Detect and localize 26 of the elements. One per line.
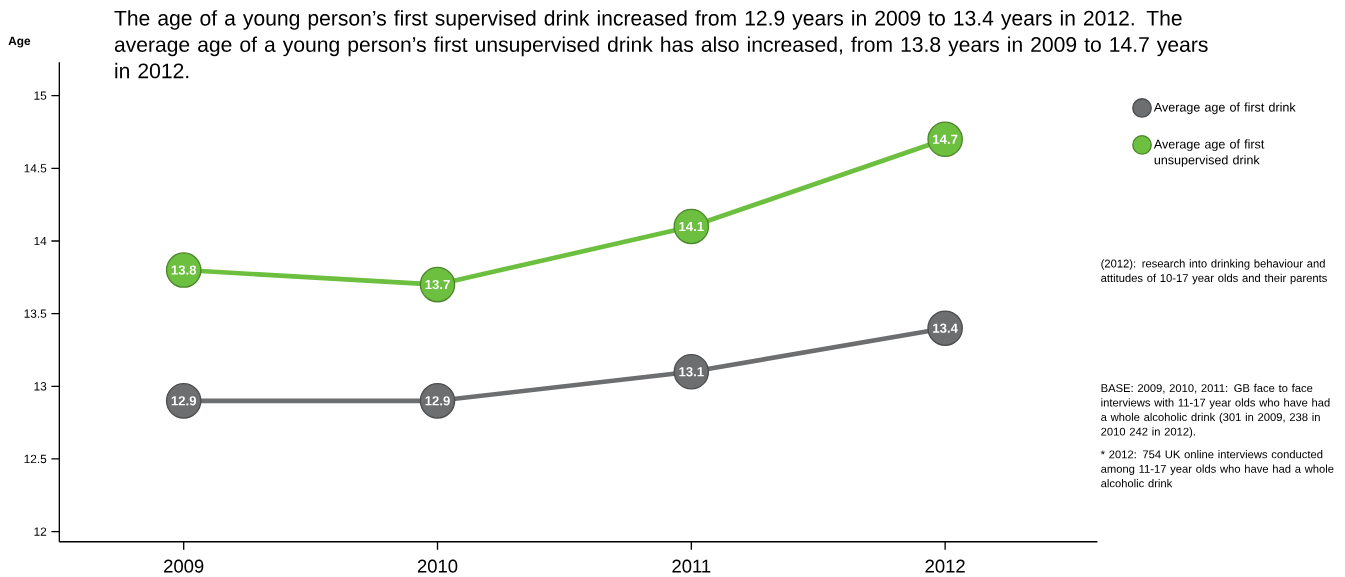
legend-label: Average age of first drink (1153, 102, 1296, 115)
legend-label: Average age of first unsupervised drink (1153, 139, 1265, 167)
y-tick-label: 13.5 (24, 309, 47, 318)
data-label: 14.1 (679, 221, 704, 231)
data-label: 13.1 (679, 367, 704, 377)
data-label: 13.8 (171, 265, 197, 275)
text: BASE: 2009, 2010, 2011: GB face to face interviews with 11-17 year olds who have had a whole alcoholic drink (301 in 2009, 238 in 2010 242 in 2012). (1101, 383, 1330, 438)
data-label: 13.7 (425, 279, 450, 290)
x-tick-label: 2012 (925, 559, 965, 573)
data-label: 14.7 (933, 134, 958, 144)
data-label: 13.4 (933, 323, 958, 333)
y-tick-label: 15 (34, 91, 47, 100)
text: * 2012: 754 UK online interviews conducted among 11-17 year olds who have had a whole alcoholic drink (1100, 450, 1334, 488)
x-tick-label: 2010 (417, 559, 458, 573)
y-tick-label: 14.5 (24, 164, 47, 173)
y-tick-label: 12 (34, 527, 47, 536)
data-label: 12.9 (171, 396, 197, 406)
y-tick-label: 12.5 (24, 454, 47, 464)
text: (2012): research into drinking behaviour and attitudes of 10-17 year olds and their parents (1101, 259, 1327, 285)
x-tick-label: 2009 (164, 559, 204, 573)
y-tick-label: 13 (34, 382, 47, 391)
x-tick-label: 2011 (672, 559, 711, 573)
y-axis-title: Age (8, 36, 31, 48)
data-label: 12.9 (425, 396, 450, 406)
chart-title: The age of a young person’s first supervised drink increased from 12.9 years in 2009 to 13.4 years in 2012. The average age of a young person’s first unsupervised drink has also increased, from 13.8 years in 2009 to 14.7 years in 2012. (114, 10, 1208, 79)
y-tick-label: 14 (34, 236, 47, 246)
